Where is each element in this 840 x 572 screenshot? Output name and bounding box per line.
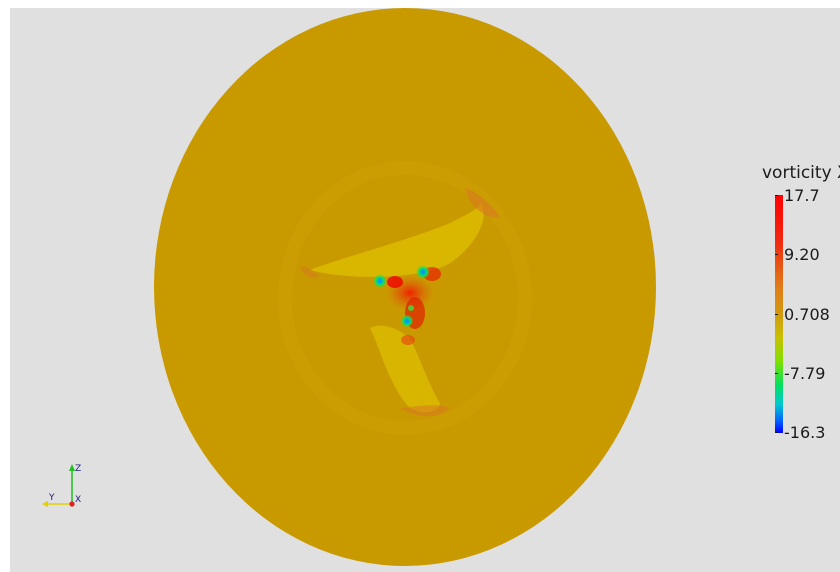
blade-region-lower: [370, 325, 440, 413]
colorbar-tick: [775, 314, 778, 315]
colorbar-tick: [775, 254, 778, 255]
colorbar-tick: [775, 432, 778, 433]
colorbar-tick: [775, 373, 778, 374]
axis-label-x: X: [75, 495, 81, 505]
xyz-axes-icon: Z Y X: [42, 464, 81, 507]
colorbar-title: vorticity X: [762, 163, 840, 183]
axis-label-z: Z: [75, 464, 81, 474]
colorbar-label-max: 17.7: [784, 186, 820, 205]
vorticity-disk-render: [154, 8, 656, 566]
blade-region-upper: [310, 203, 484, 277]
colorbar-legend: vorticity X 17.7 9.20 0.708 -7.79 -16.3: [762, 163, 840, 453]
axis-label-y: Y: [48, 493, 55, 503]
colorbar-ramp: [775, 195, 783, 433]
colorbar-tick: [775, 195, 778, 196]
colorbar-label: 9.20: [784, 245, 820, 264]
colorbar-label: 0.708: [784, 305, 830, 324]
colorbar-label: -7.79: [784, 364, 826, 383]
render-viewport[interactable]: vorticity X 17.7 9.20 0.708 -7.79 -16.3 …: [10, 8, 840, 572]
colorbar-label-min: -16.3: [784, 423, 826, 442]
